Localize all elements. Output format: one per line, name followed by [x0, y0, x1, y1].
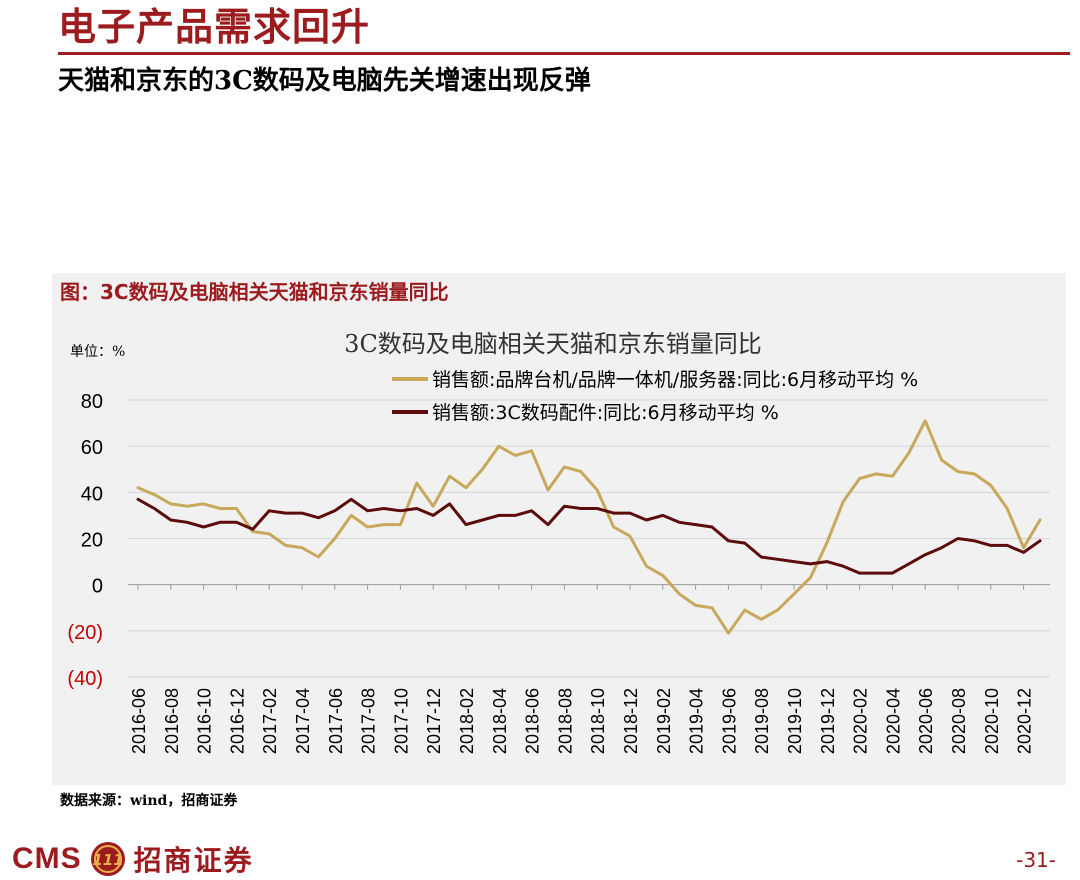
x-tick-label: 2017-04	[293, 688, 313, 754]
x-tick-label: 2020-06	[916, 688, 936, 754]
series-lines	[136, 419, 1042, 635]
x-tick-label: 2020-02	[851, 688, 871, 754]
x-tick-label: 2020-04	[883, 688, 903, 754]
x-tick-label: 2017-10	[391, 688, 411, 754]
y-tick-label: (20)	[67, 622, 103, 644]
x-tick-label: 2019-04	[687, 688, 707, 754]
title-divider	[58, 52, 1070, 55]
logo-cn-text: 招商证券	[133, 844, 254, 877]
x-tick-label: 2019-10	[785, 688, 805, 754]
x-tick-label: 2020-08	[949, 688, 969, 754]
figure-caption: 图：3C数码及电脑相关天猫和京东销量同比	[60, 280, 449, 304]
y-tick-label: 40	[81, 483, 103, 505]
x-tick-label: 2019-12	[818, 688, 838, 754]
x-tick-label: 2017-12	[424, 688, 444, 754]
x-tick-label: 2016-06	[129, 688, 149, 754]
page-title: 电子产品需求回升	[58, 4, 371, 49]
x-axis-ticks: 2016-06 2016-08 2016-10 2016-12 2017-02 2017-…	[129, 584, 1035, 754]
x-tick-label: 2016-10	[195, 688, 215, 754]
x-tick-label: 2016-08	[162, 688, 182, 754]
x-tick-label: 2020-12	[1015, 688, 1035, 754]
x-tick-label: 2018-06	[523, 688, 543, 754]
x-tick-label: 2018-04	[490, 688, 510, 754]
x-tick-label: 2019-06	[719, 688, 739, 754]
unit-label: 单位：%	[70, 344, 125, 360]
x-tick-label: 2017-08	[359, 688, 379, 754]
legend-label-series-1: 销售额:品牌台机/品牌一体机/服务器:同比:6月移动平均 %	[432, 369, 918, 391]
x-tick-label: 2019-08	[752, 688, 772, 754]
page-subtitle: 天猫和京东的3C数码及电脑先关增速出现反弹	[58, 66, 591, 96]
series-line-1	[136, 419, 1042, 635]
x-tick-label: 2019-02	[654, 688, 674, 754]
logo-emblem-text: 111	[92, 851, 123, 869]
x-tick-label: 2017-02	[260, 688, 280, 754]
y-tick-label: (40)	[67, 668, 103, 690]
x-tick-label: 2018-12	[621, 688, 641, 754]
chart-title: 3C数码及电脑相关天猫和京东销量同比	[344, 330, 762, 358]
legend: 销售额:品牌台机/品牌一体机/服务器:同比:6月移动平均 % 销售额:3C数码配…	[392, 369, 918, 424]
company-logo: CMS 111 招商证券	[12, 840, 254, 878]
x-tick-label: 2018-10	[588, 688, 608, 754]
gridlines	[128, 399, 1050, 678]
y-tick-label: 0	[92, 576, 103, 598]
y-tick-label: 60	[81, 437, 103, 459]
x-tick-label: 2017-06	[326, 688, 346, 754]
x-tick-label: 2020-10	[982, 688, 1002, 754]
legend-label-series-2: 销售额:3C数码配件:同比:6月移动平均 %	[432, 402, 779, 424]
page-number: -31-	[1016, 848, 1056, 872]
logo-emblem-icon: 111	[90, 842, 125, 876]
series-line-2	[136, 497, 1042, 575]
chart-panel	[52, 273, 1066, 785]
x-tick-label: 2018-02	[457, 688, 477, 754]
y-tick-label: 20	[81, 530, 103, 552]
source-note: 数据来源：wind，招商证券	[60, 793, 238, 809]
x-tick-label: 2018-08	[555, 688, 575, 754]
logo-cms-text: CMS	[12, 842, 82, 875]
x-tick-label: 2016-12	[227, 688, 247, 754]
y-tick-label: 80	[81, 391, 103, 413]
y-axis-ticks: 80 60 40 20 0 (20) (40)	[67, 391, 103, 690]
